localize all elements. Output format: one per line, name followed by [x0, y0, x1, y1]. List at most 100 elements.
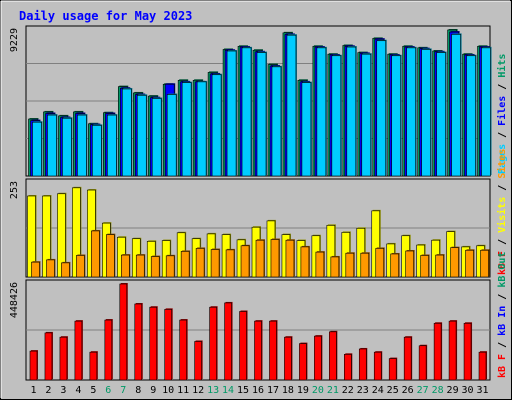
bar-pages-7 — [121, 88, 132, 177]
bar-pages-10 — [166, 94, 177, 177]
bar-kb-f-5 — [89, 351, 98, 381]
legend-label-kb-f: kB F — [497, 251, 508, 275]
x-tick-label-23: 23 — [357, 385, 369, 396]
x-tick-label-18: 18 — [282, 385, 294, 396]
bar-pages-18 — [286, 34, 297, 177]
bar-pages-30 — [466, 55, 476, 177]
bar-sites-5 — [91, 230, 100, 278]
panel-top: 9229 Pages / Files / Hits — [9, 25, 508, 177]
bar-kb-f-4 — [74, 320, 83, 381]
bar-pages-23 — [361, 53, 372, 177]
panel-middle-series-legend: kB F / Visits / Sites — [496, 149, 508, 275]
bar-pages-16 — [256, 52, 267, 177]
bar-pages-9 — [151, 98, 162, 177]
legend-label-sep: / — [497, 179, 508, 197]
bar-pages-29 — [451, 34, 461, 177]
bar-sites-29 — [450, 247, 459, 278]
legend-label-sep: / — [497, 288, 508, 306]
bar-pages-22 — [346, 46, 357, 177]
bar-kb-f-29 — [448, 320, 457, 381]
bar-sites-19 — [300, 246, 310, 278]
panel-middle-y-max-label: 253 — [9, 181, 20, 199]
bar-sites-7 — [120, 254, 130, 278]
bar-kb-f-24 — [373, 351, 382, 381]
bar-sites-1 — [31, 261, 40, 278]
x-tick-label-11: 11 — [177, 385, 189, 396]
x-tick-label-12: 12 — [192, 385, 204, 396]
bar-sites-27 — [420, 255, 429, 278]
bar-pages-12 — [196, 81, 207, 177]
legend-label-sep: / — [497, 336, 508, 354]
legend-label-pages: Pages — [497, 144, 508, 174]
x-tick-label-4: 4 — [75, 385, 81, 396]
x-tick-label-26: 26 — [402, 385, 414, 396]
x-tick-label-25: 25 — [387, 385, 399, 396]
bar-pages-15 — [241, 47, 252, 177]
x-tick-label-24: 24 — [372, 385, 384, 396]
panel-bottom-series-legend: kB F / kB In / kB Out — [497, 252, 508, 378]
bar-pages-17 — [271, 66, 282, 177]
x-tick-label-2: 2 — [45, 385, 51, 396]
x-tick-label-14: 14 — [222, 385, 234, 396]
bar-pages-25 — [391, 55, 402, 177]
bar-sites-23 — [360, 252, 370, 278]
bar-kb-f-15 — [239, 311, 247, 381]
bar-kb-f-22 — [344, 354, 352, 381]
bar-pages-4 — [77, 114, 87, 177]
bar-sites-31 — [480, 249, 489, 278]
x-tick-label-21: 21 — [327, 385, 339, 396]
legend-label-kb-in: kB In — [497, 306, 508, 336]
legend-label-sites: Sites — [496, 149, 508, 179]
bar-sites-14 — [225, 249, 235, 278]
legend-label-visits: Visits — [496, 197, 508, 233]
bar-kb-f-6 — [104, 319, 113, 381]
bar-pages-27 — [421, 49, 431, 177]
bar-kb-f-3 — [59, 336, 68, 381]
x-tick-label-30: 30 — [462, 385, 474, 396]
bar-sites-24 — [375, 248, 385, 278]
legend-label-sep: / — [497, 233, 508, 251]
bar-kb-f-7 — [119, 283, 128, 381]
bar-sites-25 — [390, 253, 400, 278]
x-tick-label-17: 17 — [267, 385, 279, 396]
bar-sites-20 — [315, 251, 325, 278]
x-tick-label-31: 31 — [476, 385, 488, 396]
bar-pages-1 — [32, 121, 42, 177]
x-tick-label-19: 19 — [297, 385, 309, 396]
bar-sites-30 — [465, 249, 474, 278]
legend-label-kb-out: kB Out — [497, 252, 508, 288]
bar-kb-f-28 — [433, 322, 442, 381]
panel-top-series-legend: Pages / Files / Hits — [496, 54, 508, 174]
bar-pages-3 — [62, 117, 72, 177]
x-tick-label-9: 9 — [150, 385, 156, 396]
bar-pages-24 — [376, 40, 387, 177]
bar-sites-9 — [150, 256, 160, 278]
legend-label-sep: / — [497, 126, 508, 144]
bar-pages-13 — [211, 74, 222, 177]
bar-sites-18 — [285, 239, 295, 278]
bar-sites-3 — [61, 262, 70, 278]
bar-pages-26 — [406, 47, 416, 177]
bar-kb-f-9 — [149, 306, 158, 381]
x-axis-tick-labels: 1 2 3 4 5 6 7 8 9 10 11 12 13 14 15 16 17 18 19 20 21 22 23 24 2… — [30, 385, 488, 396]
bar-kb-f-26 — [403, 336, 412, 381]
bar-kb-f-17 — [269, 320, 277, 381]
bar-kb-f-14 — [224, 302, 232, 381]
bar-pages-28 — [436, 52, 446, 177]
bar-pages-8 — [136, 95, 147, 177]
x-tick-label-22: 22 — [342, 385, 354, 396]
x-tick-label-10: 10 — [162, 385, 174, 396]
bar-kb-f-10 — [164, 309, 172, 381]
bar-kb-f-30 — [463, 322, 472, 381]
x-tick-label-6: 6 — [105, 385, 111, 396]
bar-pages-11 — [181, 82, 192, 177]
bar-kb-f-11 — [179, 319, 187, 381]
bar-kb-f-1 — [29, 350, 38, 381]
x-tick-label-28: 28 — [432, 385, 444, 396]
bar-sites-28 — [435, 254, 444, 278]
x-tick-label-5: 5 — [90, 385, 96, 396]
bar-pages-21 — [331, 55, 342, 177]
bar-sites-4 — [76, 255, 85, 278]
bar-kb-f-12 — [194, 341, 202, 381]
